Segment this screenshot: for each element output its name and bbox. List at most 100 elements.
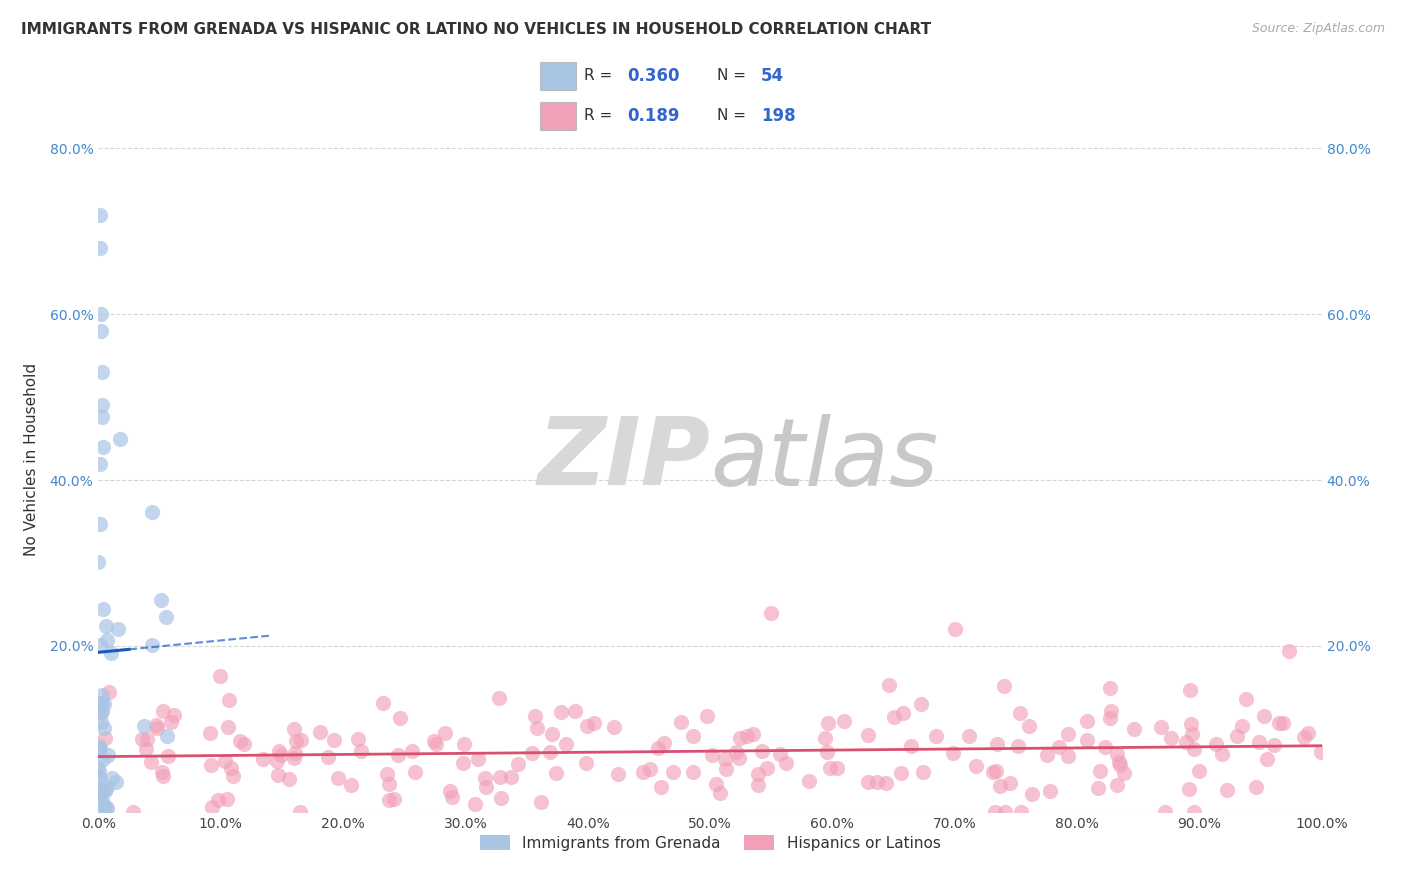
Point [87,556,110,570]
Point [90,307,112,321]
Point [1234,692,1257,706]
Point [815,745,838,759]
Text: N =: N = [717,68,751,83]
Point [141,639,163,653]
Point [1007,739,1029,754]
Point [891,706,914,721]
Point [90,688,112,702]
Point [339,778,361,792]
Point [652,736,675,750]
Point [856,774,879,789]
Point [1160,731,1182,745]
Point [1226,729,1249,743]
Point [546,766,568,780]
Point [207,793,229,807]
Point [423,734,446,748]
Point [378,777,401,791]
Point [813,731,835,745]
Point [576,719,599,733]
Point [489,791,512,805]
Point [529,795,551,809]
Point [218,693,240,707]
Point [98,685,121,699]
Point [141,505,163,519]
Point [318,750,340,764]
Point [156,729,179,743]
Point [150,593,173,607]
FancyBboxPatch shape [540,62,576,89]
Point [96,632,118,647]
Point [957,729,980,743]
Point [200,758,222,772]
Point [555,737,578,751]
Point [90,696,112,710]
Point [1154,805,1177,819]
Point [832,714,855,728]
Point [638,762,661,776]
Point [1263,739,1285,753]
Point [371,696,394,710]
Point [1278,644,1301,658]
Point [1232,719,1254,733]
Text: N =: N = [717,108,751,123]
Point [1109,758,1132,772]
Point [87,764,110,778]
Point [682,729,704,743]
Point [94,800,117,814]
Point [252,752,274,766]
Point [942,746,965,760]
FancyBboxPatch shape [540,103,576,130]
Point [735,729,758,743]
Point [91,704,114,718]
Point [1188,764,1211,778]
Point [911,764,934,779]
Point [326,771,349,785]
Point [761,606,783,620]
Point [91,440,114,454]
Y-axis label: No Vehicles in Household: No Vehicles in Household [24,363,38,556]
Point [283,722,305,736]
Point [87,771,110,785]
Point [900,739,922,754]
Point [1182,805,1205,819]
Point [965,758,987,772]
Point [110,432,132,446]
Point [606,767,628,781]
Point [267,768,290,782]
Text: 0.189: 0.189 [627,107,681,125]
Point [91,409,114,424]
Point [1178,781,1201,796]
Point [1247,735,1270,749]
Point [135,731,157,746]
Point [1244,780,1267,794]
Point [270,748,292,763]
Point [94,731,117,746]
Point [817,716,839,731]
Point [90,324,112,338]
Point [434,725,457,739]
Point [122,805,145,819]
Point [100,647,122,661]
Point [160,714,183,729]
Point [474,771,496,785]
Point [107,622,129,636]
Point [441,790,464,805]
Point [650,780,672,794]
Point [464,797,486,811]
Point [704,777,727,791]
Point [388,711,411,725]
Point [87,696,110,710]
Point [986,738,1008,752]
Point [825,760,848,774]
Point [163,708,186,723]
Point [741,727,763,741]
Point [1076,714,1098,728]
Point [198,726,221,740]
Point [91,751,114,765]
Point [375,767,398,781]
Point [910,698,932,712]
Point [87,739,110,754]
Point [1178,683,1201,698]
Point [284,734,307,748]
Point [93,799,115,814]
